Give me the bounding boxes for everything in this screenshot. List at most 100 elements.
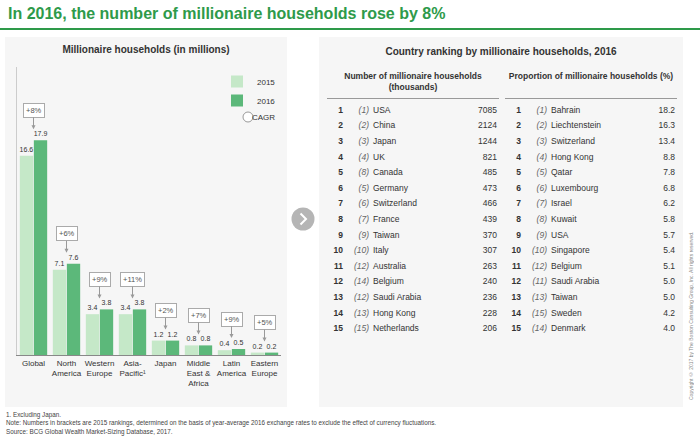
html-text:2124: 2124 (478, 120, 497, 131)
html-text:China: China (373, 120, 396, 131)
html-text:USA: USA (373, 104, 391, 115)
html-text:(4): (4) (536, 151, 547, 162)
svg-text:3.8: 3.8 (102, 299, 112, 306)
html-text:263: 263 (482, 260, 497, 271)
html-text:821: 821 (482, 151, 497, 162)
html-text:370: 370 (482, 229, 497, 240)
svg-text:3.4: 3.4 (88, 304, 98, 311)
html-text:Hong Kong: Hong Kong (373, 307, 416, 318)
svg-text:2016: 2016 (257, 97, 275, 106)
html-text:(10): (10) (353, 245, 369, 256)
svg-text:Asia-Pacific¹: Asia-Pacific¹ (119, 359, 146, 378)
html-text:(5): (5) (536, 167, 547, 178)
html-text:485: 485 (482, 167, 497, 178)
svg-text:+7%: +7% (191, 311, 207, 320)
svg-text:NorthAmerica: NorthAmerica (52, 359, 82, 378)
html-text:(9): (9) (358, 229, 369, 240)
html-text:UK: UK (373, 151, 385, 162)
html-text:(12): (12) (353, 260, 369, 271)
html-text:5.7: 5.7 (663, 229, 675, 240)
svg-text:1.2: 1.2 (168, 331, 178, 338)
html-text:18.2: 18.2 (658, 104, 675, 115)
html-text:Qatar: Qatar (551, 167, 573, 178)
html-text:USA: USA (551, 229, 569, 240)
svg-text:Millionaire households (in mil: Millionaire households (in millions) (62, 44, 229, 55)
html-text:(7): (7) (536, 198, 547, 209)
html-text:(15): (15) (353, 323, 369, 334)
svg-text:+5%: +5% (257, 318, 273, 327)
svg-text:+11%: +11% (123, 275, 142, 284)
html-text:(9): (9) (536, 229, 547, 240)
html-text:Saudi Arabia: Saudi Arabia (373, 291, 422, 302)
html-text:(4): (4) (358, 151, 369, 162)
html-text:Country ranking by millionaire: Country ranking by millionaire household… (385, 46, 617, 57)
html-text:Canada: Canada (373, 167, 403, 178)
svg-text:+8%: +8% (26, 106, 42, 115)
html-text:7085: 7085 (478, 104, 497, 115)
html-text:Italy: Italy (373, 245, 389, 256)
svg-text:1.2: 1.2 (154, 331, 164, 338)
html-text:Taiwan: Taiwan (373, 229, 400, 240)
html-text:236: 236 (482, 291, 497, 302)
svg-text:Global: Global (22, 359, 45, 368)
html-text:Germany: Germany (373, 182, 408, 193)
html-text:Belgium: Belgium (373, 276, 404, 287)
html-text:(5): (5) (358, 182, 369, 193)
html-text:(1): (1) (358, 104, 369, 115)
svg-text:EasternEurope: EasternEurope (251, 359, 279, 378)
svg-text:3.8: 3.8 (135, 299, 145, 306)
html-text:Netherlands: Netherlands (373, 323, 419, 334)
html-text:16.3: 16.3 (658, 120, 675, 131)
html-text:Switzerland: Switzerland (373, 198, 417, 209)
html-text:(1): (1) (536, 104, 547, 115)
svg-text:MiddleEast &Africa: MiddleEast &Africa (187, 359, 211, 389)
svg-text:3.4: 3.4 (121, 304, 131, 311)
svg-text:WesternEurope: WesternEurope (85, 359, 115, 378)
svg-text:17.9: 17.9 (34, 130, 48, 137)
html-text:240: 240 (482, 276, 497, 287)
html-text:206: 206 (482, 323, 497, 334)
svg-text:0.2: 0.2 (267, 343, 277, 350)
html-text:Luxembourg: Luxembourg (551, 182, 599, 193)
svg-text:CAGR: CAGR (252, 113, 275, 122)
html-text:(2): (2) (358, 120, 369, 131)
svg-text:7.6: 7.6 (69, 254, 79, 261)
html-text:8.8: 8.8 (663, 151, 675, 162)
svg-text:0.4: 0.4 (220, 340, 230, 347)
html-text:(6): (6) (536, 182, 547, 193)
html-text:Israel: Israel (551, 198, 572, 209)
html-text:(8): (8) (358, 167, 369, 178)
svg-text:0.8: 0.8 (187, 335, 197, 342)
svg-text:+2%: +2% (158, 306, 174, 315)
svg-text:+9%: +9% (92, 275, 108, 284)
svg-text:0.8: 0.8 (201, 335, 211, 342)
html-text:228: 228 (482, 307, 497, 318)
html-text:307: 307 (482, 245, 497, 256)
svg-text:2015: 2015 (257, 78, 275, 87)
svg-text:16.6: 16.6 (20, 146, 34, 153)
svg-text:Japan: Japan (155, 359, 177, 368)
html-text:Hong Kong: Hong Kong (551, 151, 594, 162)
html-text:466: 466 (482, 198, 497, 209)
html-text:(14): (14) (353, 276, 369, 287)
html-text:6.8: 6.8 (663, 182, 675, 193)
svg-text:0.2: 0.2 (253, 343, 263, 350)
html-text:(12): (12) (353, 291, 369, 302)
html-text:(6): (6) (358, 198, 369, 209)
html-text:In 2016, the number of million: In 2016, the number of millionaire house… (8, 5, 446, 22)
html-text:(2): (2) (536, 120, 547, 131)
svg-text:7.1: 7.1 (55, 260, 65, 267)
svg-text:LatinAmerica: LatinAmerica (217, 359, 247, 378)
html-text:Australia: Australia (373, 260, 407, 271)
html-text:(13): (13) (353, 307, 369, 318)
html-text:Liechtenstein: Liechtenstein (551, 120, 602, 131)
html-text:7.8: 7.8 (663, 167, 675, 178)
html-text:Bahrain: Bahrain (551, 104, 581, 115)
html-text:Number of millionaire househol: Number of millionaire households (thousa… (344, 71, 482, 92)
svg-text:0.5: 0.5 (234, 339, 244, 346)
html-text:(10): (10) (531, 245, 547, 256)
svg-text:+9%: +9% (224, 315, 240, 324)
svg-text:+6%: +6% (59, 229, 75, 238)
html-text:6.2: 6.2 (663, 198, 675, 209)
html-text:473: 473 (482, 182, 497, 193)
